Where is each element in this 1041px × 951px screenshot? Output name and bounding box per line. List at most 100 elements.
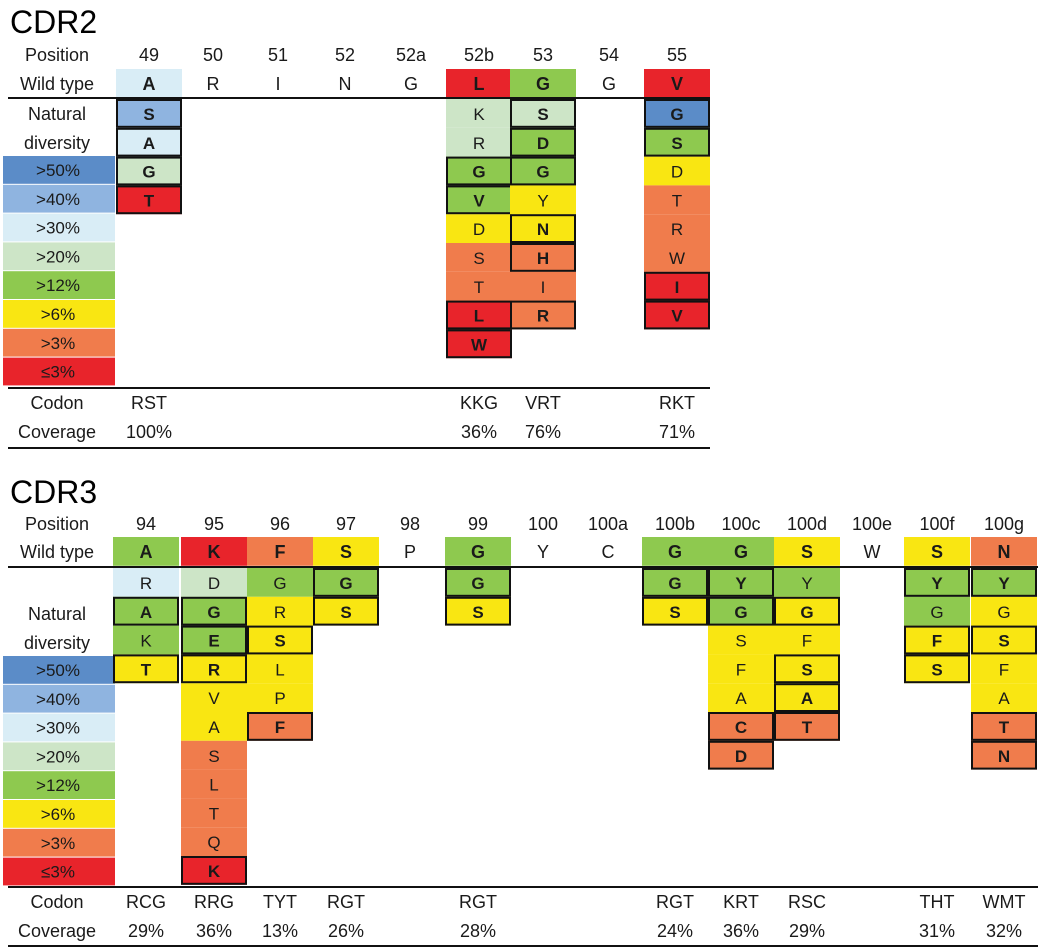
variant-cell xyxy=(774,712,840,741)
variant-box xyxy=(510,127,576,157)
row-label-position: Position xyxy=(25,514,89,534)
wild-type-residue: S xyxy=(801,542,813,562)
variant-residue: A xyxy=(140,603,152,622)
variant-box xyxy=(971,568,1037,597)
row-label-position: Position xyxy=(25,45,89,65)
variant-residue: R xyxy=(208,660,220,679)
wild-type-cell xyxy=(247,537,313,566)
position-label: 49 xyxy=(139,45,159,65)
position-label: 50 xyxy=(203,45,223,65)
codon-label: THT xyxy=(920,892,955,912)
legend-swatch xyxy=(3,328,115,357)
wild-type-residue: A xyxy=(143,74,156,94)
variant-box xyxy=(708,568,774,597)
variant-box xyxy=(446,329,512,359)
legend-swatch xyxy=(3,357,115,386)
variant-box xyxy=(904,625,970,655)
variant-cell xyxy=(708,625,774,655)
variant-cell xyxy=(113,596,179,626)
variant-residue: V xyxy=(208,689,220,708)
variant-residue: E xyxy=(208,632,219,651)
variant-residue: F xyxy=(932,632,942,651)
variant-box xyxy=(774,712,840,741)
coverage-label: 36% xyxy=(723,921,759,941)
variant-residue: G xyxy=(273,574,286,593)
variant-box xyxy=(642,568,708,597)
variant-residue: K xyxy=(473,105,485,124)
position-label: 99 xyxy=(468,514,488,534)
variant-residue: G xyxy=(670,105,683,124)
coverage-label: 24% xyxy=(657,921,693,941)
wild-type-residue: G xyxy=(404,74,418,94)
wild-type-cell xyxy=(708,537,774,566)
variant-cell xyxy=(971,654,1037,684)
variant-residue: G xyxy=(734,603,747,622)
variant-residue: A xyxy=(143,134,155,153)
variant-cell xyxy=(181,827,247,856)
variant-cell xyxy=(971,625,1037,655)
variant-residue: V xyxy=(671,307,683,326)
variant-residue: G xyxy=(668,574,681,593)
variant-cell xyxy=(510,99,576,128)
legend-label: >12% xyxy=(36,276,80,295)
variant-cell xyxy=(445,596,511,626)
panel-cdr2: CDR2 Position Wild type Codon Coverage Natur… xyxy=(3,4,710,449)
variant-residue: R xyxy=(537,307,549,326)
variant-box xyxy=(644,127,710,157)
variant-residue: K xyxy=(208,862,221,881)
variant-cell xyxy=(446,300,512,330)
legend-swatch xyxy=(3,184,115,213)
row-label-coverage: Coverage xyxy=(18,422,96,442)
variant-cell xyxy=(446,214,512,243)
variant-residue: T xyxy=(672,191,682,210)
variant-residue: V xyxy=(473,191,485,210)
variant-residue: S xyxy=(671,134,682,153)
variant-cell xyxy=(971,596,1037,626)
legend-label: >3% xyxy=(41,834,76,853)
position-label: 51 xyxy=(268,45,288,65)
position-label: 94 xyxy=(136,514,156,534)
variant-cell xyxy=(971,740,1037,770)
variant-residue: T xyxy=(144,191,155,210)
variant-cell xyxy=(247,683,313,712)
variant-box xyxy=(116,99,182,128)
variant-box xyxy=(644,271,710,301)
coverage-label: 28% xyxy=(460,921,496,941)
variant-cell xyxy=(971,568,1037,597)
variant-box xyxy=(644,300,710,330)
position-label: 100c xyxy=(721,514,760,534)
variant-residue: G xyxy=(800,603,813,622)
codon-label: TYT xyxy=(263,892,297,912)
position-label: 97 xyxy=(336,514,356,534)
variant-cell xyxy=(113,654,179,684)
row-label-wild-type: Wild type xyxy=(20,542,94,562)
wild-type-cell xyxy=(904,537,970,566)
variant-residue: S xyxy=(340,603,351,622)
variant-cell xyxy=(247,568,313,597)
variant-residue: Y xyxy=(801,574,812,593)
variant-cell xyxy=(181,798,247,828)
variant-box xyxy=(774,596,840,626)
variant-box xyxy=(708,596,774,626)
variant-residue: G xyxy=(472,163,485,182)
codon-label: WMT xyxy=(983,892,1026,912)
variant-cell xyxy=(774,625,840,655)
legend-swatch xyxy=(3,271,115,299)
codon-label: RST xyxy=(131,393,167,413)
coverage-label: 13% xyxy=(262,921,298,941)
variant-residue: N xyxy=(998,747,1010,766)
variant-cell xyxy=(446,271,512,301)
variant-residue: S xyxy=(473,249,484,268)
variant-residue: G xyxy=(142,163,155,182)
variant-box xyxy=(510,243,576,272)
variant-residue: S xyxy=(472,603,483,622)
variant-residue: A xyxy=(735,689,747,708)
codon-label: VRT xyxy=(525,393,561,413)
variant-box xyxy=(708,712,774,741)
variant-box xyxy=(116,127,182,157)
variant-residue: R xyxy=(274,603,286,622)
variant-residue: S xyxy=(669,603,680,622)
variant-box xyxy=(445,596,511,626)
variant-box xyxy=(971,625,1037,655)
variant-box xyxy=(510,214,576,243)
